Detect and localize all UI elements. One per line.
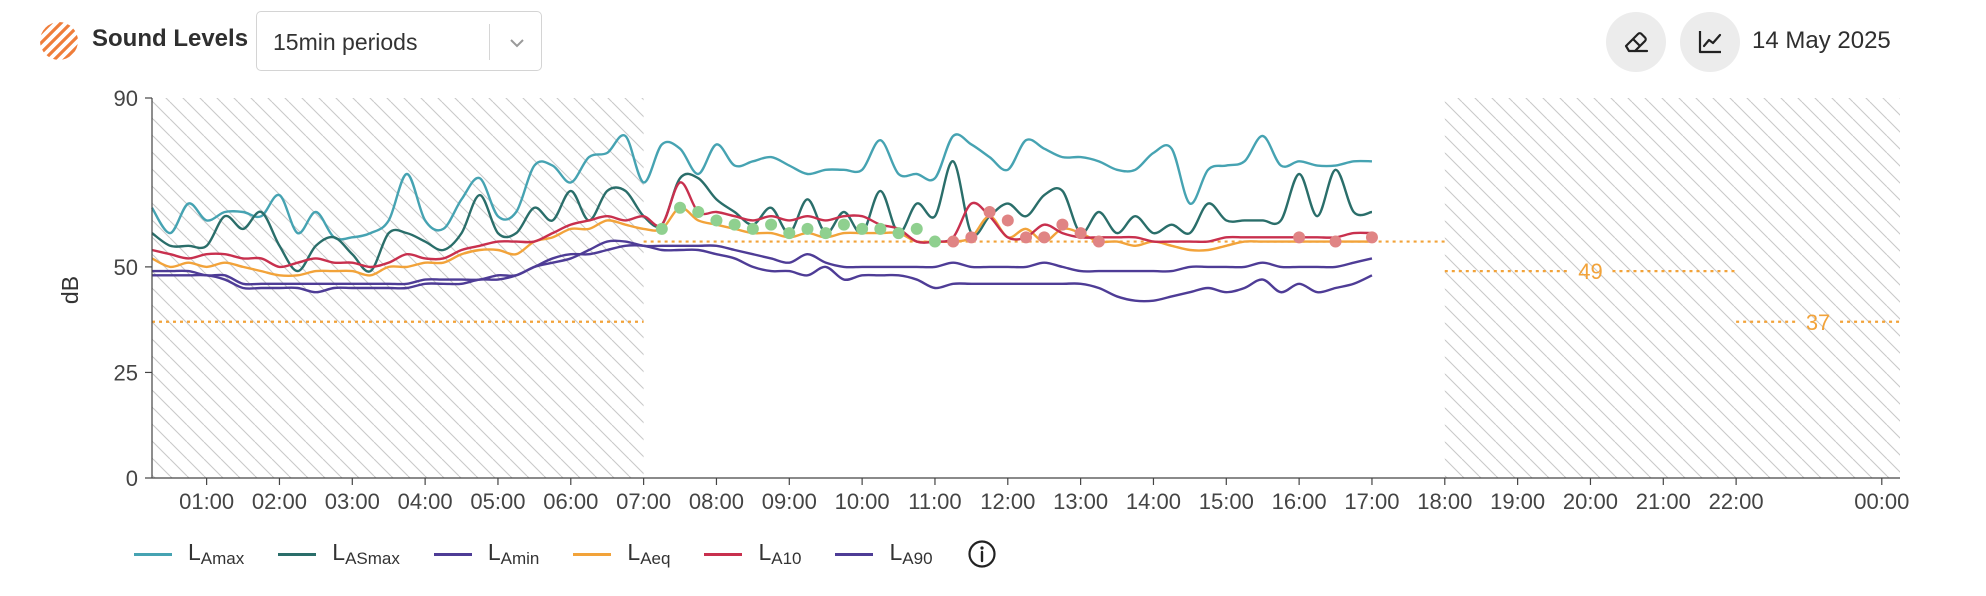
above-limit-marker (1001, 214, 1014, 227)
series-line-lasmax (151, 160, 1373, 273)
x-tick-label: 17:00 (1344, 489, 1399, 514)
x-tick-label: 09:00 (762, 489, 817, 514)
series-line-la10 (151, 181, 1372, 269)
legend-swatch (704, 552, 743, 556)
below-limit-marker (928, 235, 941, 248)
above-limit-marker (947, 235, 960, 248)
legend-item-la90[interactable]: LA90 (835, 539, 933, 569)
above-limit-marker (1329, 235, 1342, 248)
hatched-circle-logo (38, 20, 80, 62)
y-axis-label: dB (57, 276, 83, 304)
legend-item-lamin[interactable]: LAmin (433, 539, 540, 569)
x-tick-label: 22:00 (1709, 489, 1764, 514)
line-chart-icon (1698, 31, 1722, 54)
x-tick-label: 20:00 (1563, 489, 1618, 514)
legend-item-laeq[interactable]: LAeq (573, 539, 670, 569)
above-limit-marker (1056, 218, 1069, 231)
above-limit-marker (1092, 235, 1105, 248)
legend-swatch (433, 552, 472, 556)
x-tick-label: 11:00 (908, 489, 961, 514)
x-tick-label: 12:00 (980, 489, 1035, 514)
legend-label: LA10 (758, 539, 802, 568)
info-button[interactable] (967, 539, 997, 569)
x-tick-label: 07:00 (616, 489, 671, 514)
below-limit-marker (728, 218, 741, 231)
period-select[interactable]: 15min periods (256, 11, 542, 71)
below-limit-marker (746, 222, 759, 235)
below-limit-marker (819, 227, 832, 240)
below-limit-marker (837, 218, 850, 231)
above-limit-marker (1365, 231, 1378, 244)
y-tick-label: 0 (126, 466, 138, 491)
y-tick-label: 25 (114, 360, 138, 385)
series-line-lamax (150, 133, 1372, 241)
x-tick-label: 13:00 (1053, 489, 1108, 514)
above-limit-marker (965, 231, 978, 244)
legend-label: LASmax (332, 539, 400, 568)
page-title: Sound Levels (92, 25, 249, 52)
limit-label: 49 (1578, 259, 1602, 284)
above-limit-marker (1074, 227, 1087, 240)
legend-label: LAeq (627, 539, 671, 568)
chevron-down-icon[interactable] (507, 33, 527, 58)
legend-swatch (573, 552, 612, 556)
eraser-icon (1624, 32, 1649, 53)
series-line-la90 (152, 239, 1373, 286)
legend-item-lamax[interactable]: LAmax (134, 539, 244, 569)
x-tick-label: 04:00 (398, 489, 453, 514)
x-tick-label: 10:00 (835, 489, 890, 514)
below-limit-marker (801, 222, 814, 235)
x-tick-label: 16:00 (1272, 489, 1327, 514)
y-tick-label: 50 (114, 255, 138, 280)
x-tick-label: 01:00 (179, 489, 234, 514)
series-line-lamin (152, 244, 1373, 303)
below-limit-marker (856, 222, 869, 235)
legend-item-lasmax[interactable]: LASmax (278, 539, 400, 569)
x-tick-label: 19:00 (1490, 489, 1545, 514)
legend-item-la10[interactable]: LA10 (704, 539, 801, 569)
x-tick-label: 08:00 (689, 489, 744, 514)
eraser-button[interactable] (1606, 12, 1666, 72)
info-icon (967, 540, 996, 568)
below-limit-marker (892, 227, 905, 240)
legend-swatch (134, 552, 172, 556)
x-tick-label: 05:00 (470, 489, 525, 514)
date-label: 14 May 2025 (1752, 27, 1891, 54)
legend-label: LAmax (188, 539, 245, 568)
x-tick-label: 14:00 (1126, 489, 1181, 514)
below-limit-marker (692, 206, 705, 218)
below-limit-marker (910, 222, 923, 235)
select-divider (489, 24, 490, 60)
limit-label: 37 (1806, 310, 1830, 335)
below-limit-marker (655, 222, 668, 235)
series-line-laeq (151, 206, 1372, 278)
below-limit-marker (674, 201, 687, 214)
legend-swatch (835, 552, 874, 556)
above-limit-marker (1020, 231, 1032, 244)
above-limit-marker (1038, 231, 1051, 244)
below-limit-marker (874, 222, 887, 235)
period-select-value: 15min periods (273, 29, 418, 55)
above-limit-marker (1293, 231, 1306, 244)
below-limit-marker (783, 227, 796, 240)
x-tick-label: 02:00 (252, 489, 307, 514)
x-tick-label: 18:00 (1417, 489, 1472, 514)
legend-label: LA90 (889, 539, 933, 568)
x-tick-label: 15:00 (1199, 489, 1254, 514)
legend-swatch (278, 552, 317, 556)
quiet-period-hatch (1444, 98, 1900, 478)
x-tick-label: 21:00 (1636, 489, 1691, 514)
x-tick-label: 06:00 (543, 489, 598, 514)
chart-view-button[interactable] (1680, 12, 1740, 72)
chart-legend: LAmax LASmax LAmin LAeq LA10 LA90 (134, 534, 1031, 574)
legend-label: LAmin (487, 539, 540, 568)
x-tick-label: 00:00 (1854, 489, 1909, 514)
below-limit-marker (710, 214, 723, 227)
x-tick-label: 03:00 (325, 489, 380, 514)
y-tick-label: 90 (114, 86, 138, 111)
below-limit-marker (765, 218, 778, 231)
above-limit-marker (983, 206, 996, 218)
